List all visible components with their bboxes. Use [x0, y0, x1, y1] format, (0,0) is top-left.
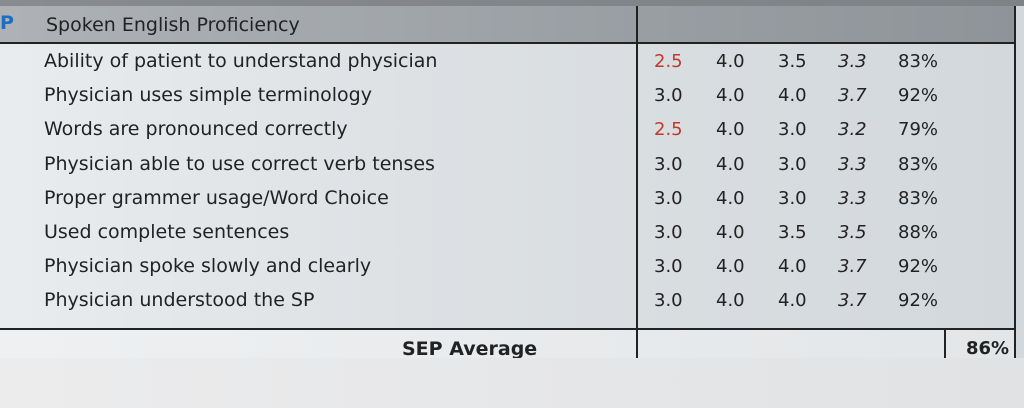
score-pct: 88%	[898, 222, 939, 243]
score-v3: 4.0	[778, 290, 807, 312]
score-v1: 3.0	[654, 222, 683, 243]
criterion-label: Physician able to use correct verb tense…	[44, 152, 435, 175]
criterion-label: Words are pronounced correctly	[44, 118, 348, 141]
score-v2: 4.0	[716, 51, 745, 72]
section-header: P Spoken English Proficiency	[0, 6, 1014, 44]
score-v1: 3.0	[654, 153, 683, 175]
score-v2: 4.0	[716, 85, 745, 107]
score-v1: 3.0	[654, 290, 683, 312]
criterion-label: Proper grammer usage/Word Choice	[44, 186, 389, 209]
score-pct: 83%	[898, 51, 939, 72]
score-v2: 4.0	[716, 187, 745, 209]
column-divider	[636, 6, 638, 362]
score-v1: 3.0	[654, 85, 683, 107]
score-pct: 92%	[898, 290, 939, 312]
section-title: Spoken English Proficiency	[46, 14, 300, 36]
score-pct: 83%	[898, 153, 939, 175]
score-v2: 4.0	[716, 119, 745, 141]
table-row: Used complete sentences 3.0 4.0 3.5 3.5 88%	[0, 217, 1014, 251]
table-row: Physician understood the SP 3.0 4.0 4.0 3.7 9…	[0, 285, 1014, 319]
score-pct: 83%	[898, 187, 939, 209]
table-row: Physician uses simple terminology 3.0 4.0 4…	[0, 80, 1014, 114]
score-v3: 4.0	[778, 85, 807, 107]
score-v2: 4.0	[716, 222, 745, 243]
page-margin	[0, 358, 1024, 408]
criterion-label: Used complete sentences	[44, 221, 290, 243]
score-avg: 3.7	[838, 85, 867, 107]
table-row: Ability of patient to understand physici…	[0, 46, 1014, 80]
section-marker: P	[0, 12, 14, 34]
criterion-label: Physician uses simple terminology	[44, 84, 372, 107]
proficiency-table: P Spoken English Proficiency Ability of …	[0, 6, 1016, 364]
criterion-label: Physician spoke slowly and clearly	[44, 255, 372, 278]
score-v2: 4.0	[716, 153, 745, 175]
summary-label: SEP Average	[402, 338, 538, 360]
summary-value: 86%	[966, 338, 1010, 359]
score-avg: 3.3	[838, 153, 867, 175]
table-row: Words are pronounced correctly 2.5 4.0 3.0 3…	[0, 114, 1014, 148]
table-row: Physician spoke slowly and clearly 3.0 4.0…	[0, 251, 1014, 285]
score-pct: 79%	[898, 119, 939, 141]
score-avg: 3.3	[838, 187, 867, 209]
score-v3: 3.0	[778, 187, 807, 209]
score-avg: 3.2	[838, 119, 867, 141]
score-pct: 92%	[898, 256, 939, 278]
previous-row-edge	[0, 0, 1024, 6]
score-v3: 3.5	[778, 51, 807, 72]
score-avg: 3.5	[838, 222, 867, 243]
score-v1: 3.0	[654, 187, 683, 209]
score-v3: 3.0	[778, 119, 807, 141]
score-v1: 2.5	[654, 119, 683, 141]
table-row: Physician able to use correct verb tense…	[0, 149, 1014, 183]
score-pct: 92%	[898, 85, 939, 107]
table-row: Proper grammer usage/Word Choice 3.0 4.0 3.…	[0, 183, 1014, 217]
score-v1: 2.5	[654, 51, 683, 72]
criterion-label: Physician understood the SP	[44, 289, 315, 312]
score-avg: 3.7	[838, 290, 867, 312]
score-v3: 4.0	[778, 256, 807, 278]
score-v3: 3.0	[778, 153, 807, 175]
score-v1: 3.0	[654, 256, 683, 278]
score-avg: 3.3	[838, 51, 867, 72]
score-v2: 4.0	[716, 290, 745, 312]
score-v3: 3.5	[778, 222, 807, 243]
summary-cell-divider	[944, 330, 946, 364]
score-v2: 4.0	[716, 256, 745, 278]
score-avg: 3.7	[838, 256, 867, 278]
criterion-label: Ability of patient to understand physici…	[44, 50, 438, 72]
